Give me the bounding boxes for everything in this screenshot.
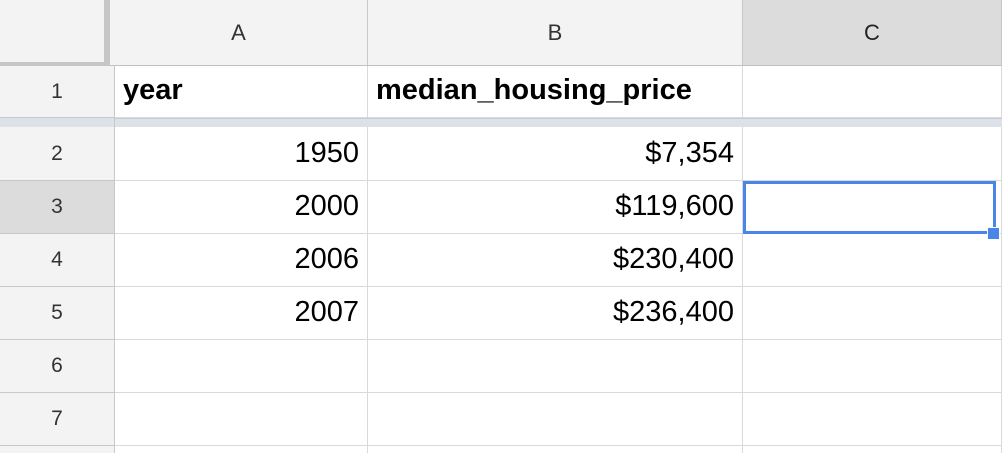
row-header-8[interactable] bbox=[0, 446, 115, 453]
cell-b8[interactable] bbox=[368, 446, 743, 453]
row-header-5[interactable]: 5 bbox=[0, 287, 115, 340]
cell-c5[interactable] bbox=[743, 287, 1002, 340]
column-header-c[interactable]: C bbox=[743, 0, 1002, 66]
cell-b3[interactable]: $119,600 bbox=[368, 181, 743, 234]
row-header-7[interactable]: 7 bbox=[0, 393, 115, 446]
freeze-column-handle[interactable] bbox=[104, 0, 110, 66]
cell-a5[interactable]: 2007 bbox=[115, 287, 368, 340]
cell-a2[interactable]: 1950 bbox=[115, 127, 368, 181]
cell-b7[interactable] bbox=[368, 393, 743, 446]
cell-c1[interactable] bbox=[743, 66, 1002, 118]
freeze-row-handle[interactable] bbox=[0, 62, 108, 68]
cell-b1[interactable]: median_housing_price bbox=[368, 66, 743, 118]
cell-c4[interactable] bbox=[743, 234, 1002, 287]
freeze-separator-rowhdr bbox=[0, 118, 115, 127]
cell-c2[interactable] bbox=[743, 127, 1002, 181]
cell-b4[interactable]: $230,400 bbox=[368, 234, 743, 287]
row-header-3[interactable]: 3 bbox=[0, 181, 115, 234]
column-header-a[interactable]: A bbox=[110, 0, 368, 66]
row-header-4[interactable]: 4 bbox=[0, 234, 115, 287]
cell-c6[interactable] bbox=[743, 340, 1002, 393]
cell-a6[interactable] bbox=[115, 340, 368, 393]
column-header-b[interactable]: B bbox=[368, 0, 743, 66]
cell-c7[interactable] bbox=[743, 393, 1002, 446]
cell-a7[interactable] bbox=[115, 393, 368, 446]
cell-a8[interactable] bbox=[115, 446, 368, 453]
active-cell-selection bbox=[743, 181, 996, 234]
cell-b6[interactable] bbox=[368, 340, 743, 393]
cell-a1[interactable]: year bbox=[115, 66, 368, 118]
row-header-6[interactable]: 6 bbox=[0, 340, 115, 393]
row-header-1[interactable]: 1 bbox=[0, 66, 115, 118]
frozen-row-divider[interactable] bbox=[115, 118, 1002, 127]
cell-a4[interactable]: 2006 bbox=[115, 234, 368, 287]
cell-b2[interactable]: $7,354 bbox=[368, 127, 743, 181]
cell-a3[interactable]: 2000 bbox=[115, 181, 368, 234]
fill-handle[interactable] bbox=[987, 227, 1000, 240]
row-header-2[interactable]: 2 bbox=[0, 127, 115, 181]
select-all-corner[interactable] bbox=[0, 0, 108, 66]
cell-b5[interactable]: $236,400 bbox=[368, 287, 743, 340]
cell-c8[interactable] bbox=[743, 446, 1002, 453]
